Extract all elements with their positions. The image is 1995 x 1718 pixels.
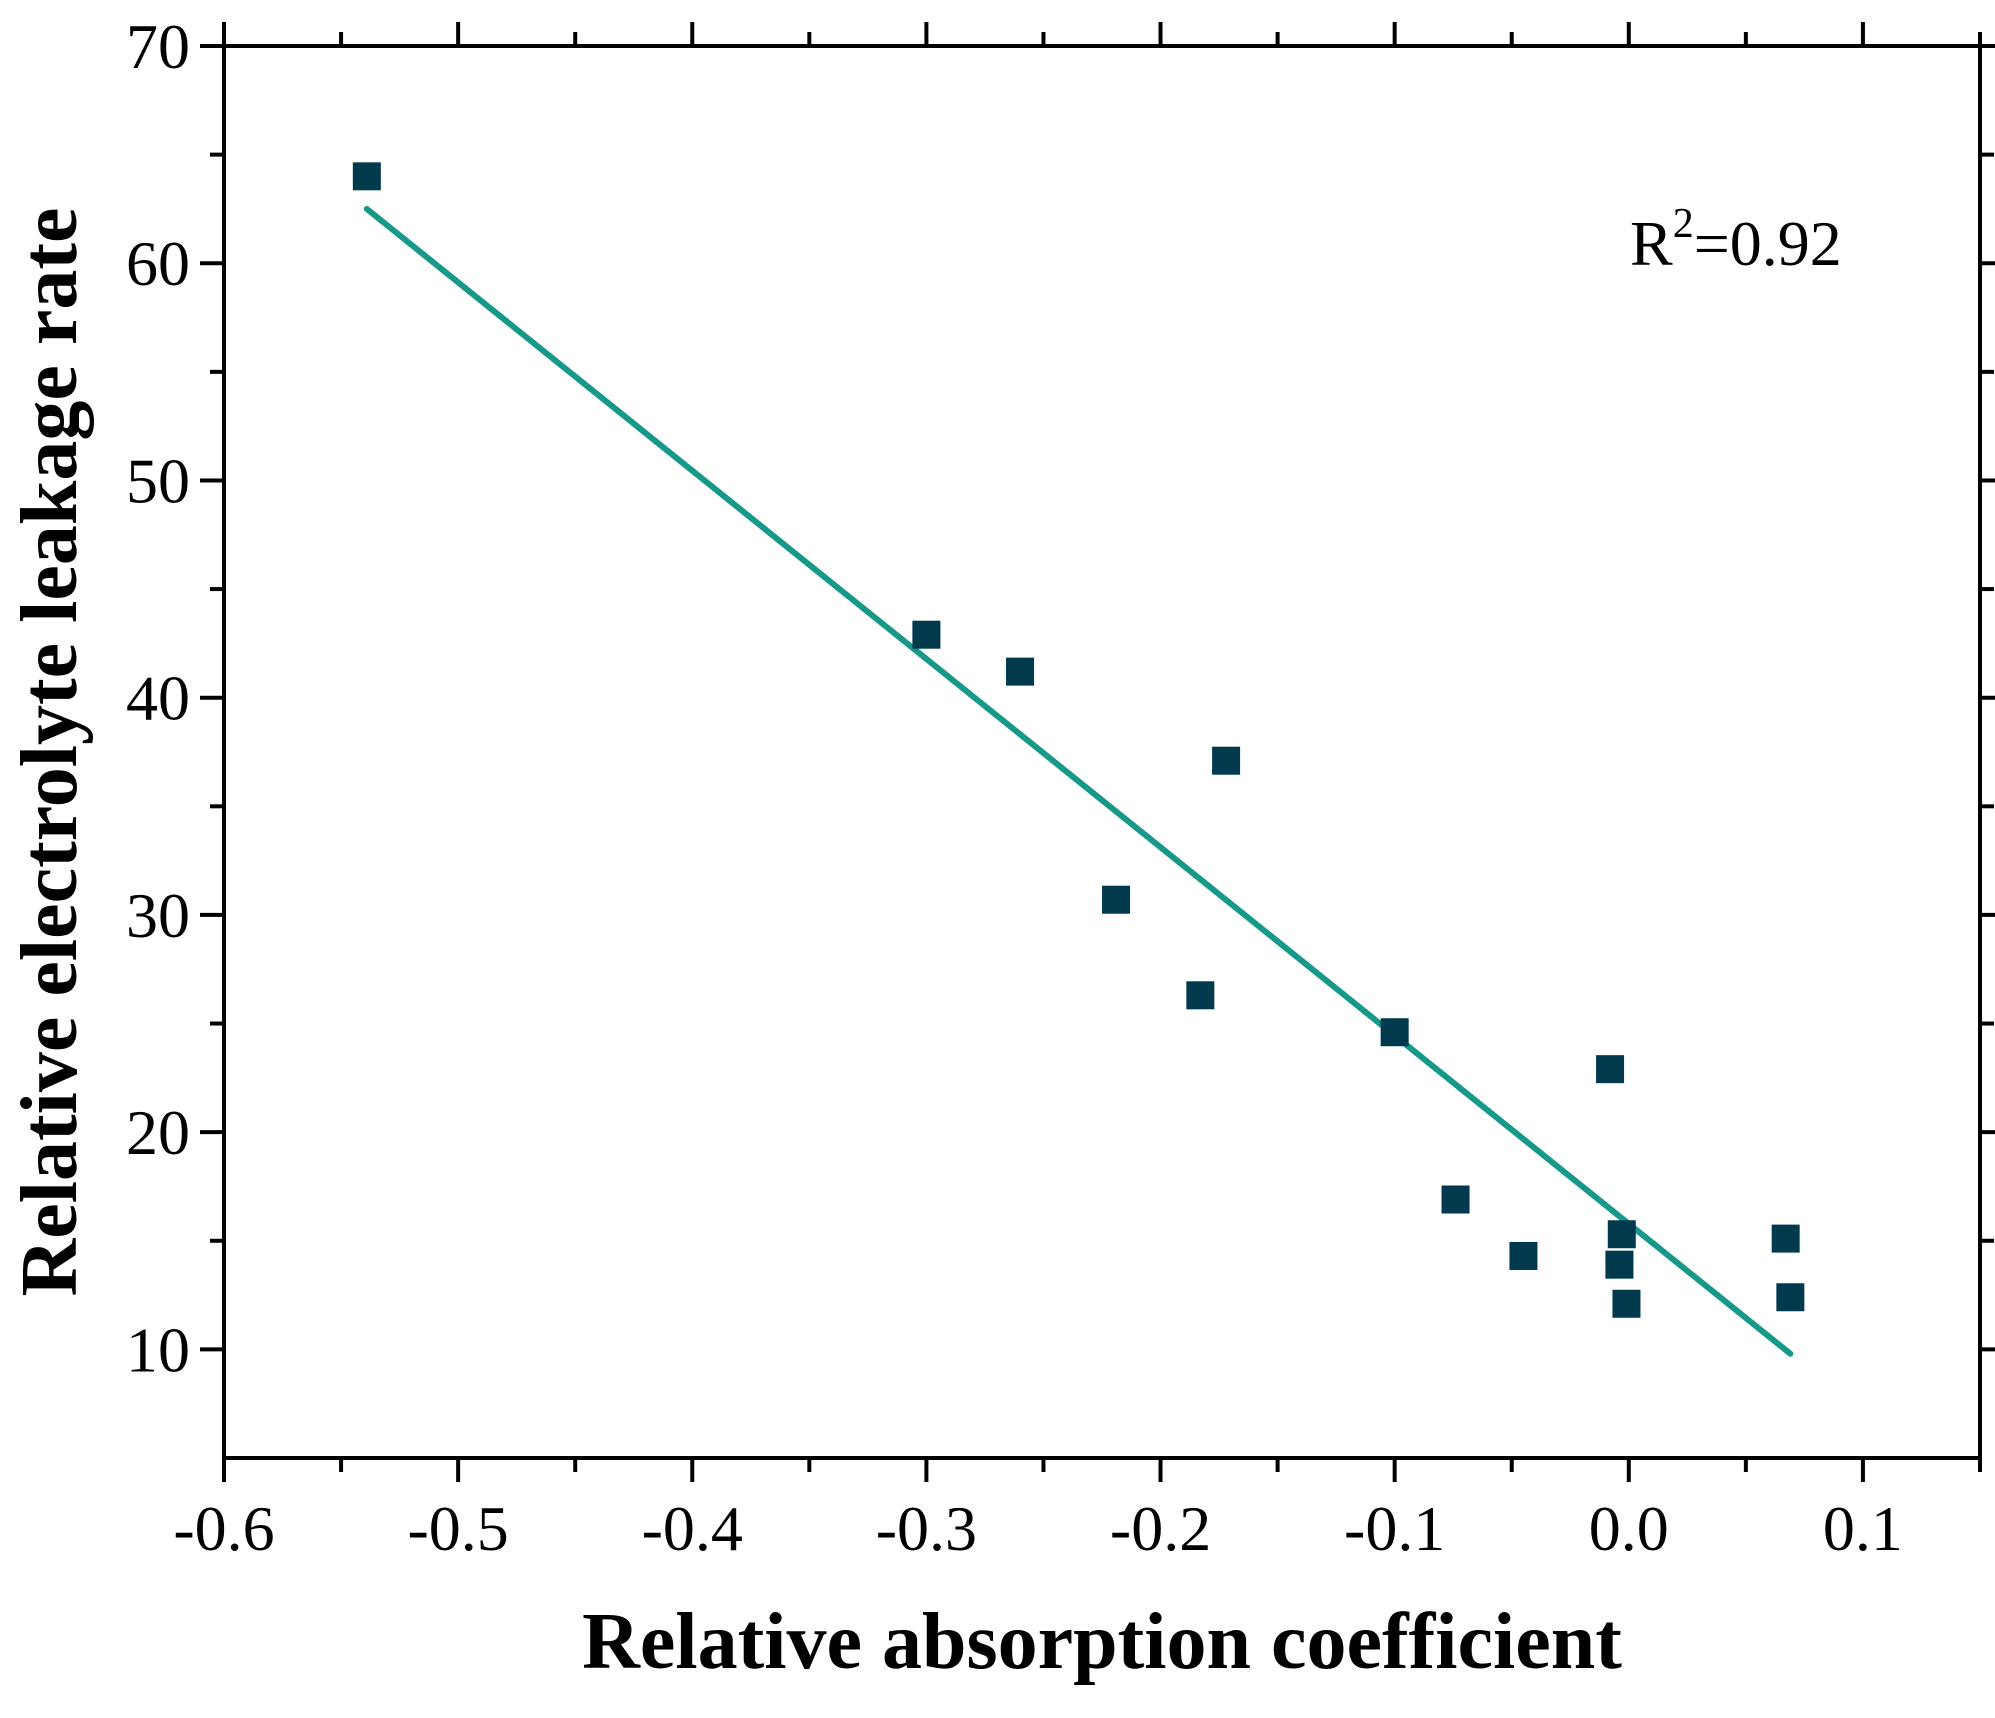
data-point [1212, 746, 1241, 775]
data-point [1607, 1220, 1636, 1249]
fit-line [363, 205, 1794, 1357]
data-point [1102, 885, 1131, 914]
annotation-r-squared: R2=0.92 [1630, 201, 1842, 279]
fit-line-group [363, 205, 1794, 1357]
x-tick-label: 0.1 [1823, 1493, 1903, 1564]
x-tick-label: -0.6 [173, 1493, 274, 1564]
annotation-value: =0.92 [1694, 208, 1842, 279]
y-tick-label: 70 [126, 11, 190, 82]
data-point [352, 162, 381, 191]
x-tick-label: -0.5 [407, 1493, 508, 1564]
x-tick-label: -0.1 [1344, 1493, 1445, 1564]
x-axis-title: Relative absorption coefficient [582, 1598, 1622, 1686]
data-point [1771, 1224, 1800, 1253]
axis-tick-labels: -0.6 -0.5 -0.4 -0.3 -0.2 -0.1 0.0 0.1 10 20 30 40 50… [126, 11, 1903, 1564]
x-tick-label: -0.2 [1110, 1493, 1211, 1564]
axis-ticks [200, 22, 1995, 1482]
y-tick-label: 60 [126, 228, 190, 299]
data-point [1776, 1283, 1805, 1312]
y-tick-label: 20 [126, 1097, 190, 1168]
data-point [912, 620, 941, 649]
y-tick-label: 10 [126, 1314, 190, 1385]
x-tick-label: -0.4 [642, 1493, 743, 1564]
y-tick-label: 50 [126, 445, 190, 516]
plot-frame [222, 44, 1982, 1460]
data-point [1596, 1055, 1625, 1084]
x-tick-label: -0.3 [876, 1493, 977, 1564]
data-point [1509, 1241, 1538, 1270]
y-axis-title: Relative electrolyte leakage rate [6, 207, 94, 1296]
x-tick-label: 0.0 [1589, 1493, 1669, 1564]
y-tick-label: 40 [126, 663, 190, 734]
y-tick-label: 30 [126, 880, 190, 951]
data-point [1380, 1018, 1409, 1047]
data-point [1441, 1185, 1470, 1214]
data-point [1605, 1250, 1634, 1279]
data-point [1186, 981, 1215, 1010]
data-point [1612, 1289, 1641, 1318]
data-points [352, 162, 1805, 1318]
annotation-superscript: 2 [1673, 201, 1694, 247]
annotation-base: R [1630, 208, 1673, 279]
data-point [1006, 657, 1035, 686]
